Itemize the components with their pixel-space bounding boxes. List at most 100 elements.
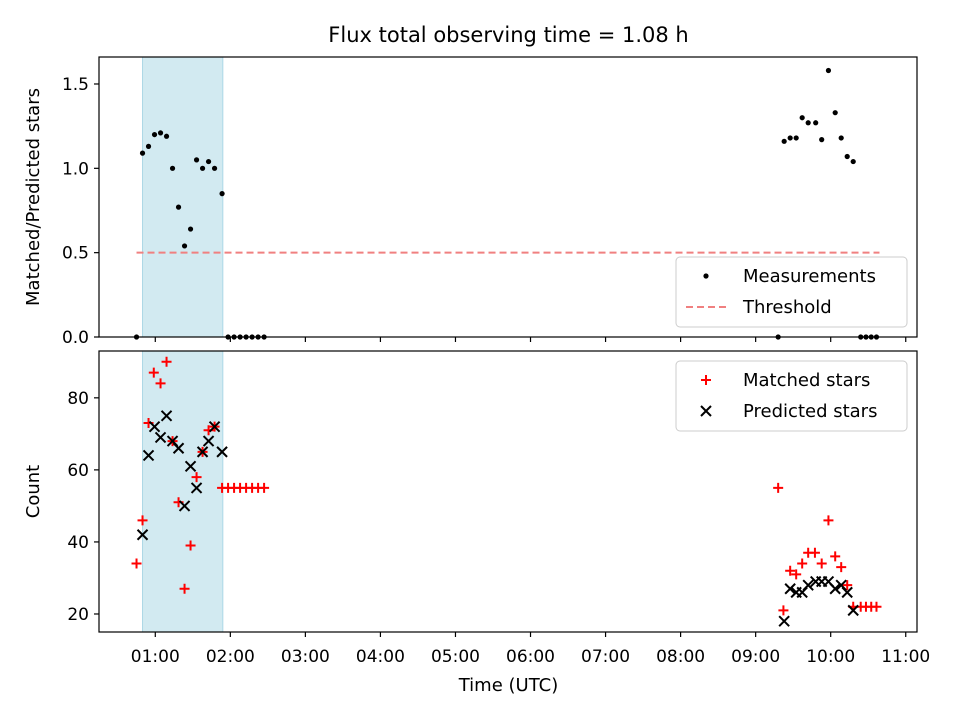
data-point xyxy=(185,540,196,551)
data-point xyxy=(196,446,209,458)
data-point xyxy=(199,165,206,171)
data-point xyxy=(829,583,841,595)
data-point xyxy=(842,580,853,591)
x-tick-label: 06:00 xyxy=(506,647,555,667)
data-point xyxy=(844,153,850,160)
axes-frame xyxy=(98,56,918,338)
y-tick-label: 1.0 xyxy=(62,159,89,179)
x-tick-label: 04:00 xyxy=(356,647,405,667)
data-point xyxy=(169,165,176,171)
data-point xyxy=(148,367,159,378)
data-point xyxy=(161,356,172,367)
data-point xyxy=(136,529,149,541)
data-point xyxy=(219,191,225,197)
legend-label: Threshold xyxy=(742,297,832,318)
x-tick-label: 01:00 xyxy=(131,647,180,667)
data-point xyxy=(154,431,167,444)
data-point xyxy=(778,605,789,616)
legend-label: Measurements xyxy=(743,266,876,287)
legend-label: Matched stars xyxy=(743,370,870,391)
chart-title: Flux total observing time = 1.08 h xyxy=(328,23,688,47)
y-axis-label: Matched/Predicted stars xyxy=(23,88,44,306)
data-point xyxy=(178,500,191,512)
data-point xyxy=(791,569,802,580)
y-tick-label: 0.0 xyxy=(62,328,89,348)
data-point xyxy=(871,601,882,612)
data-point xyxy=(181,243,188,249)
data-point xyxy=(139,150,146,156)
data-point xyxy=(847,604,859,617)
data-point xyxy=(157,130,164,136)
data-point xyxy=(793,135,799,141)
x-tick-label: 05:00 xyxy=(431,647,480,667)
data-point xyxy=(778,615,790,627)
y-tick-label: 0.5 xyxy=(62,244,89,264)
x-axis-label: Time (UTC) xyxy=(458,675,559,696)
data-point xyxy=(184,460,197,472)
data-point xyxy=(802,579,814,591)
data-point xyxy=(823,515,834,526)
data-point xyxy=(799,115,805,121)
legend: Matched stars Predicted stars xyxy=(675,360,908,432)
data-point xyxy=(216,446,228,458)
panel-ratio: 0.0 0.5 1.0 1.5 Matched/Predicted stars Measu… xyxy=(23,56,918,348)
data-point xyxy=(187,226,194,232)
data-point xyxy=(850,158,856,165)
data-point xyxy=(830,551,841,562)
data-point xyxy=(825,67,832,74)
data-point xyxy=(816,558,827,569)
data-point xyxy=(155,378,166,389)
data-point xyxy=(211,165,218,171)
x-tick-label: 11:00 xyxy=(881,647,930,667)
y-tick-label: 60 xyxy=(67,461,89,481)
data-point xyxy=(784,583,796,595)
data-point xyxy=(145,143,152,149)
data-point xyxy=(193,157,200,163)
legend-box xyxy=(675,360,908,432)
data-point xyxy=(179,583,190,594)
observing-window-span xyxy=(142,56,224,338)
observing-window-span xyxy=(142,350,224,633)
data-point xyxy=(787,135,793,141)
data-point xyxy=(160,410,173,422)
x-tick-label: 03:00 xyxy=(281,647,330,667)
data-point xyxy=(809,547,820,558)
legend-swatch xyxy=(701,375,711,385)
legend-swatch xyxy=(700,405,712,417)
x-tick-label: 10:00 xyxy=(806,647,855,667)
data-point xyxy=(151,131,158,138)
data-point xyxy=(819,137,825,143)
y-tick-label: 1.5 xyxy=(62,75,89,95)
data-point xyxy=(148,420,161,433)
legend-swatch xyxy=(703,273,709,279)
data-point xyxy=(131,558,142,569)
data-point xyxy=(832,110,838,116)
data-point xyxy=(163,133,170,139)
x-tick-label: 09:00 xyxy=(731,647,780,667)
data-point xyxy=(208,420,221,433)
legend-box xyxy=(675,256,908,328)
data-point xyxy=(838,135,844,141)
legend-label: Predicted stars xyxy=(743,401,877,422)
data-point xyxy=(175,204,182,210)
data-point xyxy=(773,482,784,493)
y-tick-label: 40 xyxy=(67,533,89,553)
data-point xyxy=(805,120,811,126)
data-point xyxy=(785,565,796,576)
data-point xyxy=(259,482,270,493)
legend: Measurements Threshold xyxy=(675,256,908,328)
data-point xyxy=(172,442,185,454)
x-tick-label: 02:00 xyxy=(206,647,255,667)
data-point xyxy=(836,562,847,573)
axes-frame xyxy=(98,350,918,633)
data-point xyxy=(797,558,808,569)
y-tick-label: 20 xyxy=(67,605,89,625)
data-point xyxy=(202,435,215,447)
x-tick-label: 07:00 xyxy=(581,647,630,667)
y-tick-label: 80 xyxy=(67,389,89,409)
data-point xyxy=(191,472,202,483)
data-point xyxy=(813,120,819,126)
data-point xyxy=(190,482,203,494)
panel-counts: 20 40 60 80 01:00 02:00 03:00 04:00 05:00 06:00 07… xyxy=(23,350,930,667)
